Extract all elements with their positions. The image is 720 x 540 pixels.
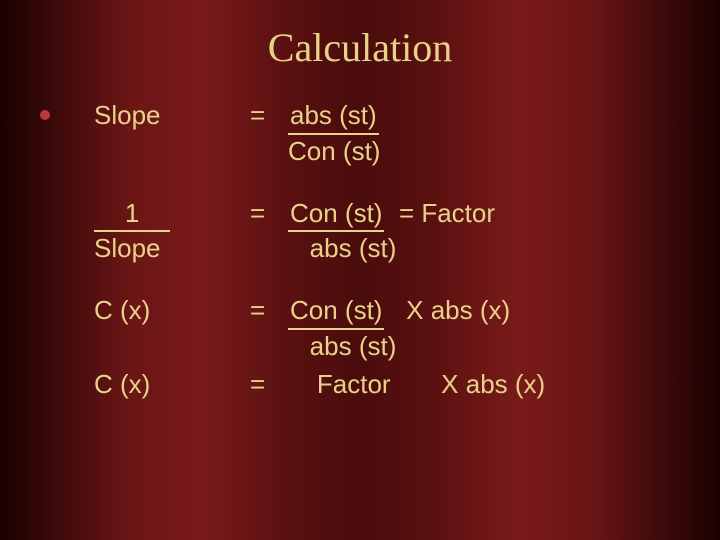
eq2-left-numerator: 1: [94, 197, 170, 233]
eq3-tail: X abs (x): [406, 295, 510, 325]
eq4-tail: X abs (x): [441, 369, 545, 399]
slide-title: Calculation: [0, 0, 720, 71]
eq3-right-denominator: abs (st): [310, 331, 397, 361]
eq4-equals: =: [250, 368, 288, 402]
eq3-left: C (x): [94, 294, 250, 330]
eq4-left: C (x): [94, 368, 250, 402]
slide-body: Slope = abs (st) Con (st) 1 = Con (st) =…: [0, 71, 720, 402]
eq2-left-denominator: Slope: [94, 232, 250, 266]
equation-4: C (x) = Factor X abs (x): [40, 368, 680, 402]
equation-3: C (x) = Con (st) X abs (x) abs (st): [40, 294, 680, 364]
eq3-right-numerator: Con (st): [288, 294, 384, 330]
equation-1: Slope = abs (st) Con (st): [40, 99, 680, 169]
equation-2: 1 = Con (st) = Factor Slope abs (st): [40, 197, 680, 267]
eq1-left: Slope: [94, 99, 250, 135]
eq1-numerator: abs (st): [288, 99, 379, 135]
eq3-equals: =: [250, 294, 288, 330]
eq2-right-denominator: abs (st): [310, 233, 397, 263]
eq4-mid: Factor: [317, 369, 391, 399]
eq2-equals: =: [250, 197, 288, 233]
bullet-icon: [40, 110, 50, 120]
eq1-denominator: Con (st): [288, 135, 380, 169]
eq1-equals: =: [250, 99, 288, 135]
eq2-tail: = Factor: [392, 198, 495, 228]
eq2-right-numerator: Con (st): [288, 197, 384, 233]
